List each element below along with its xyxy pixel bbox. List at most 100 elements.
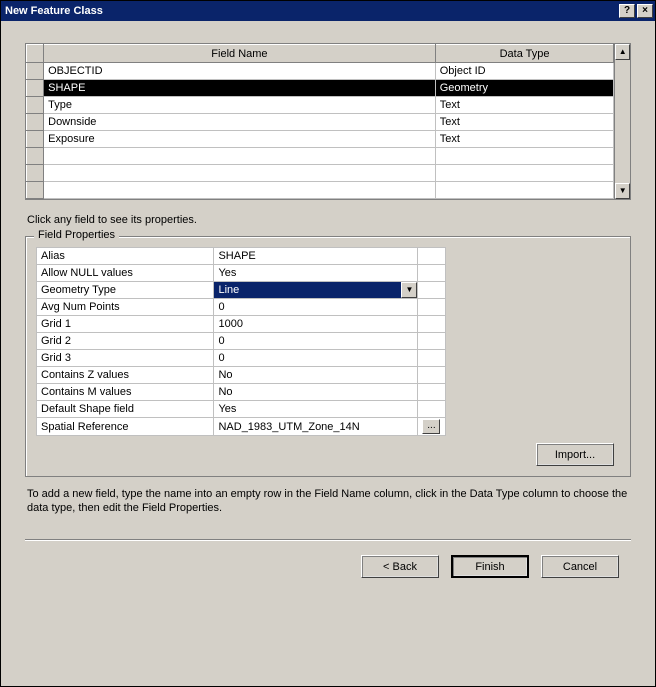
property-row[interactable]: Geometry TypeLine▼: [37, 282, 446, 299]
row-selector[interactable]: [27, 131, 44, 148]
chevron-down-icon[interactable]: ▼: [401, 282, 417, 298]
row-selector[interactable]: [27, 114, 44, 131]
table-row[interactable]: OBJECTIDObject ID: [27, 63, 614, 80]
property-value-cell[interactable]: NAD_1983_UTM_Zone_14N: [214, 418, 418, 436]
data-type-cell[interactable]: Text: [435, 131, 614, 148]
table-row[interactable]: [27, 148, 614, 165]
property-row[interactable]: Contains Z valuesNo: [37, 367, 446, 384]
import-button[interactable]: Import...: [536, 443, 614, 466]
field-name-cell[interactable]: Exposure: [44, 131, 436, 148]
row-selector[interactable]: [27, 97, 44, 114]
property-trail-cell[interactable]: ...: [418, 418, 446, 436]
property-value-cell[interactable]: 0: [214, 350, 418, 367]
property-row[interactable]: Grid 30: [37, 350, 446, 367]
close-icon[interactable]: ×: [637, 4, 653, 18]
row-selector[interactable]: [27, 63, 44, 80]
property-row[interactable]: Default Shape fieldYes: [37, 401, 446, 418]
property-name-cell: Alias: [37, 248, 214, 265]
back-button[interactable]: < Back: [361, 555, 439, 578]
property-trail-cell: [418, 265, 446, 282]
field-name-cell[interactable]: Type: [44, 97, 436, 114]
property-trail-cell: [418, 350, 446, 367]
property-trail-cell: [418, 367, 446, 384]
data-type-cell[interactable]: Text: [435, 97, 614, 114]
row-selector[interactable]: [27, 165, 44, 182]
property-value-cell[interactable]: SHAPE: [214, 248, 418, 265]
row-selector[interactable]: [27, 182, 44, 199]
property-trail-cell: [418, 299, 446, 316]
property-trail-cell: [418, 316, 446, 333]
table-row[interactable]: SHAPEGeometry: [27, 80, 614, 97]
property-trail-cell: [418, 248, 446, 265]
field-name-cell[interactable]: [44, 165, 436, 182]
property-row[interactable]: Grid 11000: [37, 316, 446, 333]
dialog-window: New Feature Class ? × Field Name Data Ty…: [0, 0, 656, 687]
field-table-scrollbar[interactable]: ▲ ▼: [614, 44, 630, 199]
field-name-cell[interactable]: Downside: [44, 114, 436, 131]
table-row[interactable]: [27, 182, 614, 199]
scroll-down-icon[interactable]: ▼: [615, 183, 630, 199]
property-value-cell[interactable]: Yes: [214, 401, 418, 418]
property-value-cell[interactable]: 0: [214, 333, 418, 350]
column-header-rowselector[interactable]: [27, 45, 44, 63]
row-selector[interactable]: [27, 80, 44, 97]
dialog-buttons: < Back Finish Cancel: [25, 555, 631, 586]
field-name-cell[interactable]: SHAPE: [44, 80, 436, 97]
property-trail-cell: [418, 333, 446, 350]
field-name-cell[interactable]: [44, 182, 436, 199]
property-trail-cell: [418, 384, 446, 401]
column-header-datatype[interactable]: Data Type: [435, 45, 614, 63]
field-table-wrap: Field Name Data Type OBJECTIDObject IDSH…: [25, 43, 631, 200]
property-row[interactable]: Grid 20: [37, 333, 446, 350]
row-selector[interactable]: [27, 148, 44, 165]
field-properties-group: Field Properties AliasSHAPEAllow NULL va…: [25, 236, 631, 477]
table-row[interactable]: TypeText: [27, 97, 614, 114]
data-type-cell[interactable]: [435, 165, 614, 182]
cancel-button[interactable]: Cancel: [541, 555, 619, 578]
titlebar-buttons: ? ×: [619, 4, 653, 18]
property-trail-cell: [418, 282, 446, 299]
property-name-cell: Avg Num Points: [37, 299, 214, 316]
property-row[interactable]: Spatial ReferenceNAD_1983_UTM_Zone_14N..…: [37, 418, 446, 436]
data-type-cell[interactable]: Geometry: [435, 80, 614, 97]
property-value-cell[interactable]: Yes: [214, 265, 418, 282]
property-name-cell: Spatial Reference: [37, 418, 214, 436]
data-type-cell[interactable]: Object ID: [435, 63, 614, 80]
properties-table[interactable]: AliasSHAPEAllow NULL valuesYesGeometry T…: [36, 247, 446, 436]
data-type-cell[interactable]: Text: [435, 114, 614, 131]
separator: [25, 539, 631, 541]
field-name-cell[interactable]: [44, 148, 436, 165]
property-name-cell: Geometry Type: [37, 282, 214, 299]
property-row[interactable]: AliasSHAPE: [37, 248, 446, 265]
data-type-cell[interactable]: [435, 148, 614, 165]
hint-text: Click any field to see its properties.: [27, 214, 631, 226]
property-name-cell: Contains Z values: [37, 367, 214, 384]
property-value-cell[interactable]: Line▼: [214, 282, 418, 299]
property-row[interactable]: Allow NULL valuesYes: [37, 265, 446, 282]
property-row[interactable]: Contains M valuesNo: [37, 384, 446, 401]
table-row[interactable]: [27, 165, 614, 182]
property-value-cell[interactable]: 0: [214, 299, 418, 316]
property-name-cell: Grid 3: [37, 350, 214, 367]
field-properties-legend: Field Properties: [34, 229, 119, 241]
titlebar: New Feature Class ? ×: [1, 1, 655, 21]
finish-button[interactable]: Finish: [451, 555, 529, 578]
help-icon[interactable]: ?: [619, 4, 635, 18]
property-name-cell: Contains M values: [37, 384, 214, 401]
property-name-cell: Default Shape field: [37, 401, 214, 418]
property-value-cell[interactable]: No: [214, 367, 418, 384]
field-table[interactable]: Field Name Data Type OBJECTIDObject IDSH…: [26, 44, 614, 199]
property-row[interactable]: Avg Num Points0: [37, 299, 446, 316]
field-name-cell[interactable]: OBJECTID: [44, 63, 436, 80]
property-value-cell[interactable]: 1000: [214, 316, 418, 333]
table-row[interactable]: ExposureText: [27, 131, 614, 148]
table-row[interactable]: DownsideText: [27, 114, 614, 131]
instructions-text: To add a new field, type the name into a…: [27, 487, 629, 515]
column-header-fieldname[interactable]: Field Name: [44, 45, 436, 63]
data-type-cell[interactable]: [435, 182, 614, 199]
scroll-up-icon[interactable]: ▲: [615, 44, 630, 60]
property-name-cell: Grid 1: [37, 316, 214, 333]
property-value-cell[interactable]: No: [214, 384, 418, 401]
ellipsis-button[interactable]: ...: [422, 419, 440, 434]
titlebar-title: New Feature Class: [5, 5, 103, 17]
